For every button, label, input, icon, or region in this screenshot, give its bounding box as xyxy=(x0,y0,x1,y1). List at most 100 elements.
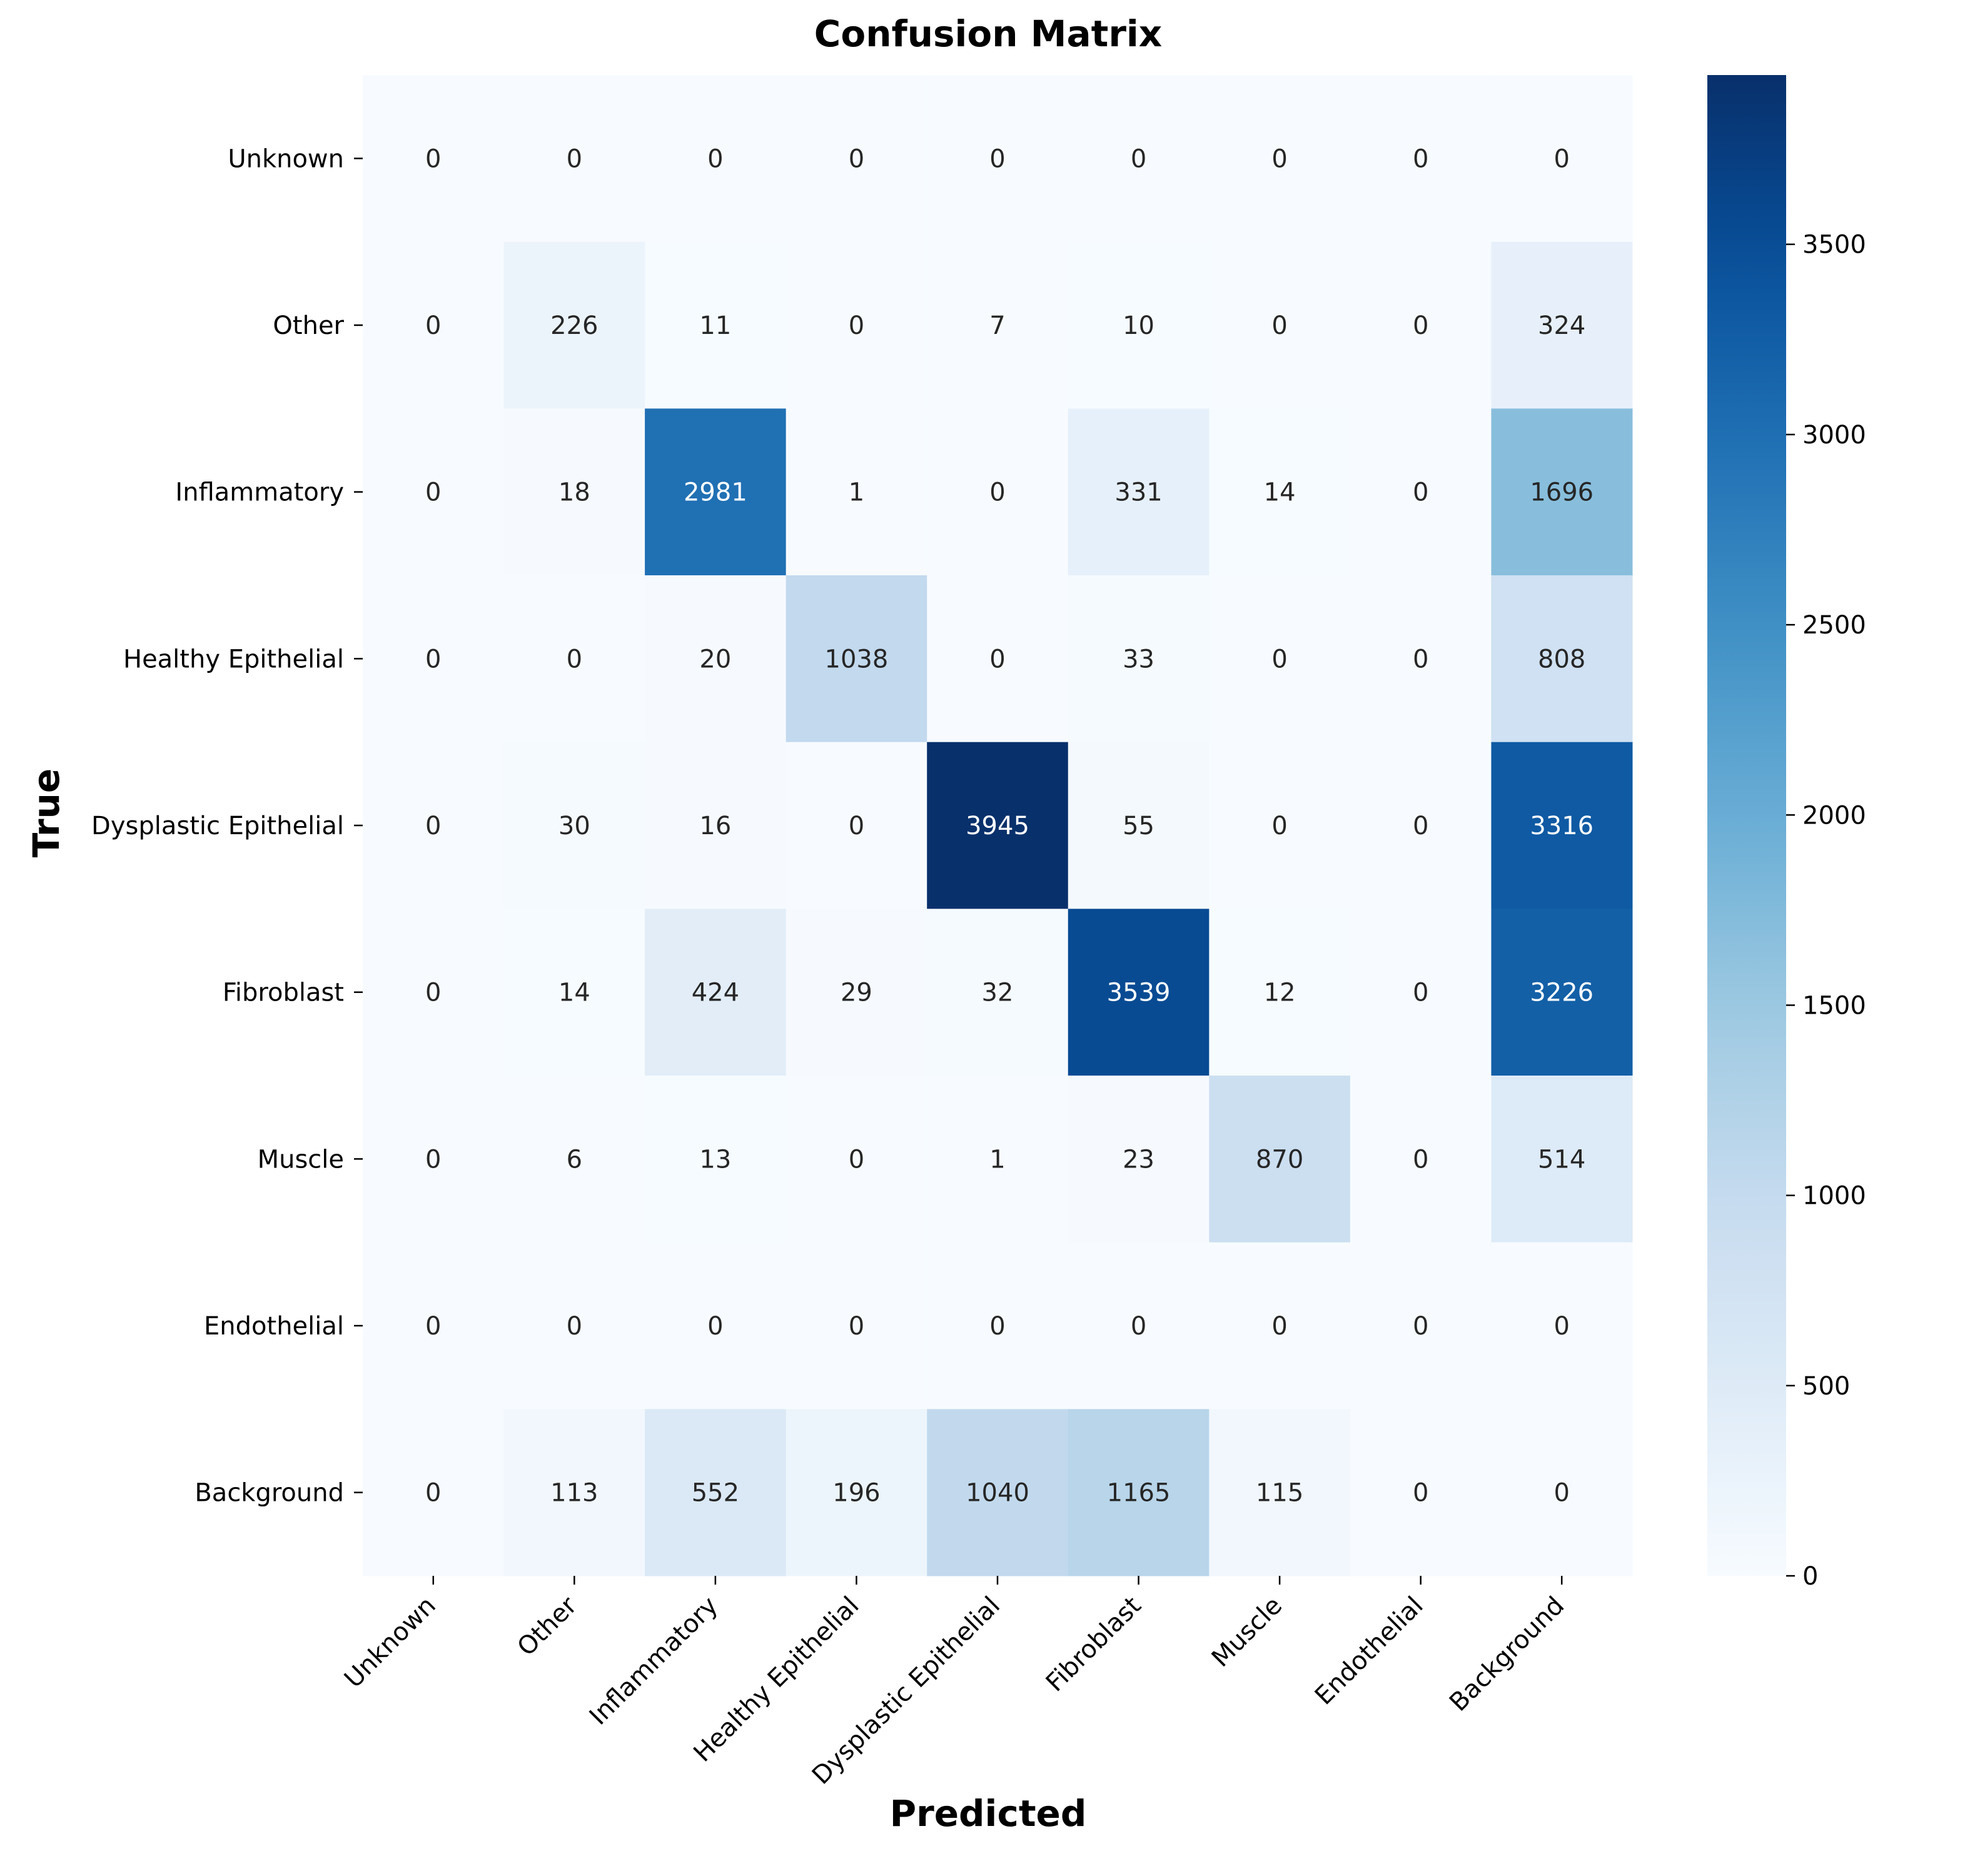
cell-value-label: 3316 xyxy=(1530,812,1594,840)
heatmap-cell xyxy=(503,408,645,576)
y-tick-label: Fibroblast xyxy=(223,979,344,1007)
heatmap-cell xyxy=(1491,742,1633,909)
heatmap-cell xyxy=(1491,909,1633,1076)
cell-value-label: 113 xyxy=(550,1479,598,1508)
cell-value-label: 0 xyxy=(1553,1312,1569,1341)
heatmap-cell xyxy=(1350,1409,1492,1576)
cell-value-label: 0 xyxy=(1413,144,1428,173)
cell-value-label: 0 xyxy=(849,311,864,340)
cell-value-label: 0 xyxy=(1413,1479,1428,1508)
cell-value-label: 1 xyxy=(849,478,864,507)
cell-value-label: 870 xyxy=(1256,1145,1303,1174)
heatmap-cell xyxy=(1068,909,1210,1076)
cell-value-label: 0 xyxy=(1553,144,1569,173)
heatmap-cell xyxy=(927,241,1069,409)
y-tick-label: Healthy Epithelial xyxy=(123,645,344,673)
heatmap-cell xyxy=(1491,1242,1633,1410)
cell-value-label: 0 xyxy=(425,979,441,1007)
colorbar-tick-label: 2000 xyxy=(1802,801,1866,830)
cell-value-label: 0 xyxy=(425,478,441,507)
cell-value-label: 0 xyxy=(1271,1312,1287,1341)
x-axis-label: Predicted xyxy=(890,1792,1087,1835)
colorbar-gradient xyxy=(1707,75,1786,1576)
x-tick-label: Unknown xyxy=(339,1591,442,1694)
x-tick-label: Background xyxy=(1444,1591,1570,1717)
cell-value-label: 29 xyxy=(841,979,872,1007)
cell-value-label: 0 xyxy=(1413,1312,1428,1341)
y-axis-label: True xyxy=(25,769,68,857)
chart-title: Confusion Matrix xyxy=(814,13,1162,55)
cell-value-label: 0 xyxy=(1413,478,1428,507)
heatmap-cell xyxy=(927,75,1069,243)
heatmap-cell xyxy=(1068,75,1210,243)
cell-value-label: 0 xyxy=(425,1312,441,1341)
cell-value-label: 0 xyxy=(849,1312,864,1341)
heatmap-cell xyxy=(927,742,1069,909)
colorbar-tick-label: 2500 xyxy=(1802,611,1866,640)
heatmap-cell xyxy=(503,909,645,1076)
cell-value-label: 0 xyxy=(1413,812,1428,840)
cell-value-label: 18 xyxy=(558,478,590,507)
heatmap-cell xyxy=(363,742,505,909)
cell-value-label: 12 xyxy=(1264,979,1296,1007)
heatmap-cell xyxy=(927,1076,1069,1243)
heatmap-cell xyxy=(363,1076,505,1243)
heatmap-cell xyxy=(503,241,645,409)
cell-value-label: 226 xyxy=(550,311,598,340)
cell-value-label: 0 xyxy=(989,645,1005,673)
cell-value-label: 0 xyxy=(707,1312,723,1341)
heatmap-cell xyxy=(1068,742,1210,909)
heatmap-cell xyxy=(927,575,1069,743)
heatmap-cell xyxy=(1068,1409,1210,1576)
heatmap-cell xyxy=(1209,241,1351,409)
heatmap-cell xyxy=(785,909,927,1076)
cell-value-label: 20 xyxy=(699,645,731,673)
cell-value-label: 0 xyxy=(425,1479,441,1508)
cell-value-label: 0 xyxy=(989,478,1005,507)
cell-value-label: 0 xyxy=(425,645,441,673)
heatmap-cell xyxy=(1068,1076,1210,1243)
y-tick-label: Other xyxy=(273,311,344,340)
heatmap-cell xyxy=(503,1076,645,1243)
cell-value-label: 55 xyxy=(1123,812,1154,840)
x-tick-label: Muscle xyxy=(1206,1591,1288,1673)
colorbar-tick-label: 3500 xyxy=(1802,231,1866,260)
heatmap-cell xyxy=(645,1076,787,1243)
cell-value-label: 1038 xyxy=(825,645,889,673)
heatmap-cell xyxy=(1491,1076,1633,1243)
heatmap-cell xyxy=(785,1409,927,1576)
colorbar-tick-label: 1500 xyxy=(1802,991,1866,1020)
heatmap-cell xyxy=(645,75,787,243)
heatmap-cell xyxy=(1209,408,1351,576)
cell-value-label: 3539 xyxy=(1107,979,1171,1007)
cell-value-label: 0 xyxy=(989,1312,1005,1341)
heatmap-cell xyxy=(1209,742,1351,909)
cell-value-label: 7 xyxy=(989,311,1005,340)
heatmap-cell xyxy=(1350,1242,1492,1410)
cell-value-label: 32 xyxy=(982,979,1014,1007)
heatmap-cell xyxy=(645,742,787,909)
heatmap-cell xyxy=(785,75,927,243)
heatmap-cell xyxy=(927,1409,1069,1576)
heatmap-cell xyxy=(1491,575,1633,743)
cell-value-label: 196 xyxy=(832,1479,880,1508)
heatmap-cell xyxy=(1350,909,1492,1076)
heatmap-cell xyxy=(1350,575,1492,743)
heatmap-cell xyxy=(785,1076,927,1243)
cell-value-label: 0 xyxy=(1271,645,1287,673)
cell-value-label: 0 xyxy=(1413,645,1428,673)
heatmap-cell xyxy=(1491,1409,1633,1576)
cell-value-label: 0 xyxy=(567,645,582,673)
cell-value-label: 0 xyxy=(425,812,441,840)
cell-value-label: 115 xyxy=(1256,1479,1303,1508)
cell-value-label: 3945 xyxy=(966,812,1029,840)
heatmap-cell xyxy=(363,408,505,576)
heatmap-cell xyxy=(1068,575,1210,743)
cell-value-label: 0 xyxy=(425,1145,441,1174)
cell-value-label: 3226 xyxy=(1530,979,1594,1007)
heatmap-cell xyxy=(1350,408,1492,576)
cell-value-label: 0 xyxy=(849,812,864,840)
